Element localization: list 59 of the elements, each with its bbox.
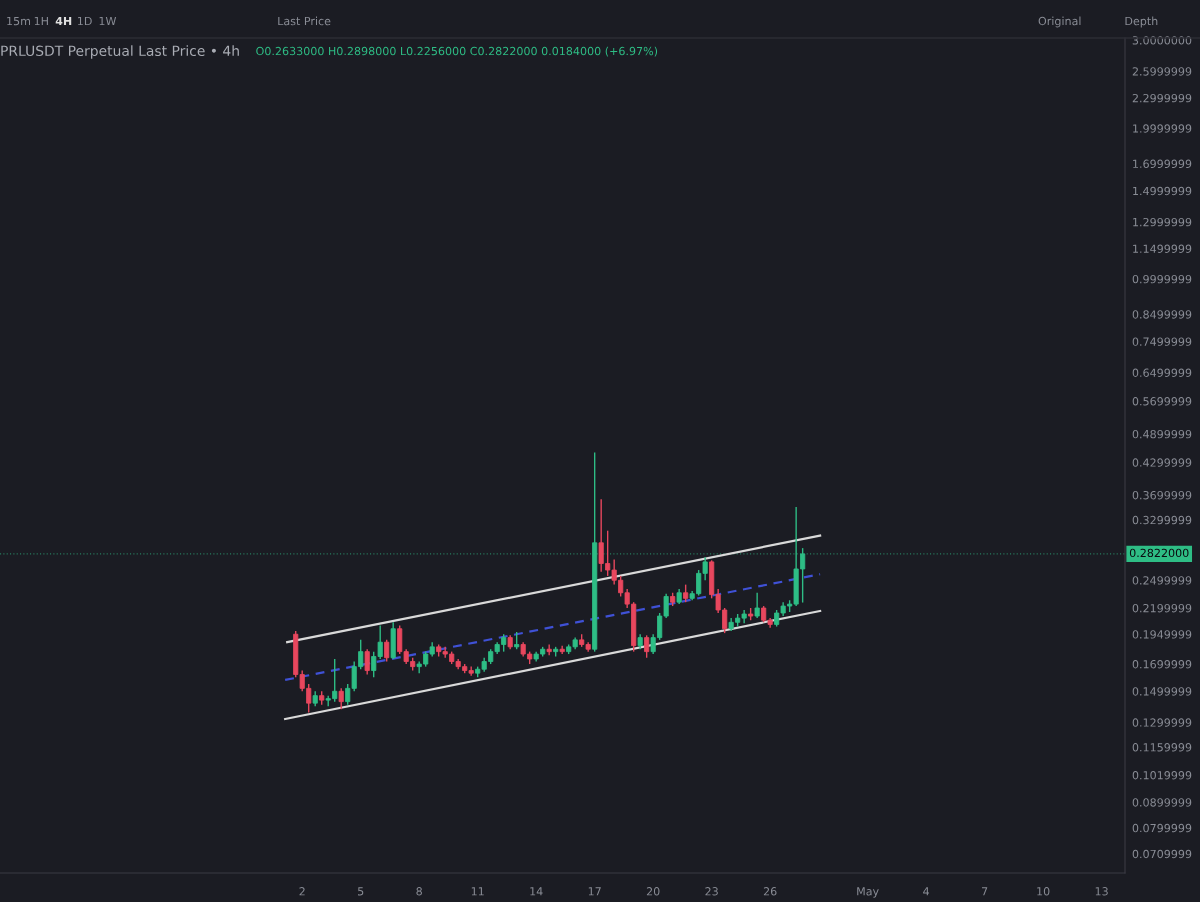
y-tick-label: 1.6999999 [1133, 159, 1192, 168]
annotation: O0.2633000 H0.2898000 L0.2256000 C0.2822000 0.0184000 (+6.97%) [256, 46, 658, 57]
y-tick-label: 1.4999999 [1133, 186, 1192, 196]
x-tick-label: 2 [299, 887, 305, 896]
x-tick-label: 7 [982, 887, 988, 896]
x-tick-label: 11 [471, 887, 484, 896]
y-tick-label: 0.3299999 [1132, 515, 1192, 525]
y-tick-label: 0.4899999 [1132, 429, 1192, 439]
candlestick [546, 643, 552, 656]
text: Depth [1125, 16, 1158, 28]
x-tick-label: 13 [1095, 887, 1108, 896]
y-tick-label: 0.1159999 [1132, 743, 1192, 752]
y-tick-label: 0.0799999 [1132, 823, 1192, 833]
x-tick-label: 10 [1037, 887, 1050, 896]
candlestick [754, 592, 760, 619]
y-tick-label: 0.2199999 [1132, 603, 1192, 613]
x-tick-label: 20 [646, 887, 660, 896]
y-tick-label: 0.2499999 [1132, 576, 1192, 585]
y-tick-label: 1.1499999 [1133, 244, 1192, 253]
text: PRLUSDT Perpetual Last Price • 4h [1, 45, 239, 59]
y-tick-label: 0.8499999 [1132, 310, 1192, 319]
y-tick-label: 0.0709999 [1132, 849, 1192, 859]
y-tick-label: 2.5999999 [1132, 67, 1192, 76]
y-tick-label: 0.1019999 [1132, 771, 1192, 780]
y-tick-label: 0.6499999 [1132, 368, 1192, 377]
text: 1H [34, 16, 48, 26]
x-tick-label: 8 [416, 887, 422, 896]
text: 15m [7, 16, 31, 26]
x-tick-label: 26 [763, 887, 777, 896]
y-tick-label: 0.1699999 [1132, 660, 1192, 669]
y-tick-label: 0.5699999 [1132, 397, 1192, 406]
candlestick [364, 648, 370, 676]
y-tick-label: 1.9999999 [1133, 124, 1192, 133]
x-tick-label: 14 [530, 887, 543, 896]
y-tick-label: 0.3699999 [1132, 491, 1192, 500]
y-tick-label: 0.4299999 [1132, 458, 1192, 467]
text: 4H [55, 16, 72, 26]
candlestick [338, 687, 344, 711]
x-tick-label: May [857, 887, 879, 898]
x-tick-label: 4 [923, 887, 930, 896]
candlestick [644, 634, 650, 659]
y-tick-label: 1.2999999 [1133, 217, 1192, 227]
ref-line-label: 0.2822000 [1129, 548, 1189, 558]
text: Last Price [278, 16, 331, 26]
x-tick-label: 23 [705, 887, 718, 896]
y-tick-label: 0.1299999 [1132, 718, 1192, 727]
x-tick-label: 5 [358, 887, 364, 896]
text: Original [1038, 16, 1081, 28]
x-tick-label: 17 [588, 887, 601, 896]
y-tick-label: 3.0000000 [1132, 36, 1192, 45]
y-tick-label: 0.7499999 [1132, 337, 1192, 346]
y-tick-label: 0.0899999 [1132, 798, 1192, 807]
candlestick [384, 639, 390, 663]
y-tick-label: 2.2999999 [1132, 93, 1192, 103]
y-tick-label: 0.1499999 [1132, 687, 1192, 696]
text: 1D [78, 16, 92, 26]
text: 1W [99, 16, 117, 26]
y-tick-label: 0.1949999 [1132, 630, 1192, 639]
y-tick-label: 0.9999999 [1132, 274, 1192, 284]
